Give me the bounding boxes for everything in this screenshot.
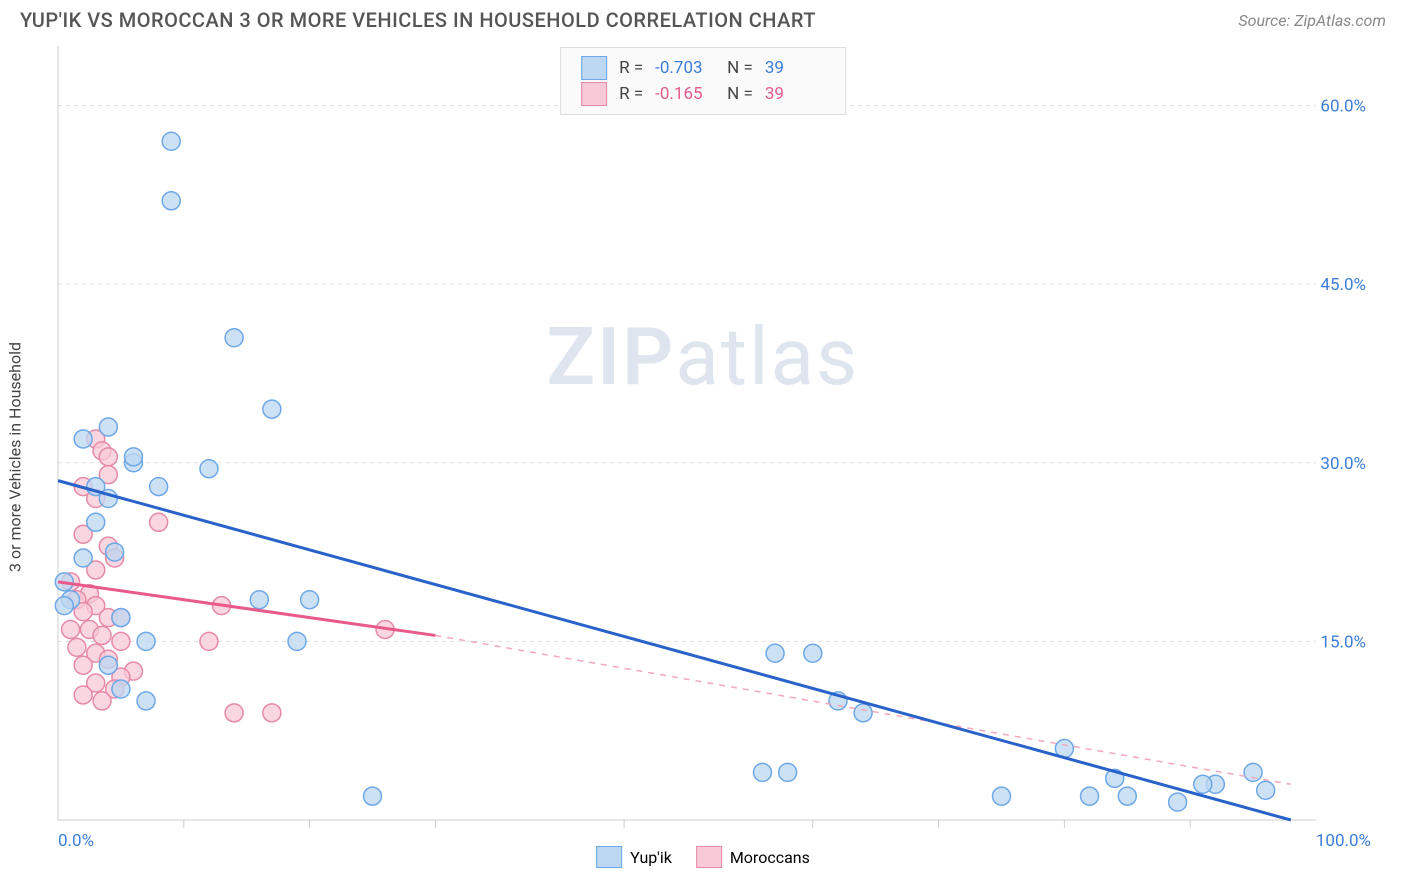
r-value: -0.165 — [655, 84, 715, 104]
stats-row: R = -0.703 N = 39 — [581, 56, 825, 80]
legend-item: Moroccans — [696, 846, 810, 868]
legend-swatch — [581, 56, 607, 80]
source-attribution: Source: ZipAtlas.com — [1238, 11, 1386, 30]
svg-text:30.0%: 30.0% — [1320, 454, 1366, 474]
n-value: 39 — [765, 84, 825, 104]
n-label: N = — [727, 58, 753, 78]
r-label: R = — [619, 58, 643, 78]
r-label: R = — [619, 84, 643, 104]
chart-title: YUP'IK VS MOROCCAN 3 OR MORE VEHICLES IN… — [20, 8, 816, 32]
r-value: -0.703 — [655, 58, 715, 78]
chart-container: 3 or more Vehicles in Household ZIPatlas… — [20, 42, 1386, 872]
legend-swatch — [596, 846, 622, 868]
svg-text:15.0%: 15.0% — [1320, 632, 1366, 652]
legend-item: Yup'ik — [596, 846, 672, 868]
legend-swatch — [581, 82, 607, 106]
legend-label: Yup'ik — [630, 848, 672, 867]
y-axis-label: 3 or more Vehicles in Household — [6, 342, 25, 572]
legend-swatch — [696, 846, 722, 868]
n-label: N = — [727, 84, 753, 104]
svg-text:0.0%: 0.0% — [58, 831, 94, 851]
svg-text:100.0%: 100.0% — [1316, 831, 1371, 851]
svg-text:45.0%: 45.0% — [1320, 275, 1366, 295]
stats-legend: R = -0.703 N = 39 R = -0.165 N = 39 — [560, 47, 846, 115]
series-legend: Yup'ik Moroccans — [596, 846, 810, 868]
n-value: 39 — [765, 58, 825, 78]
svg-text:60.0%: 60.0% — [1320, 97, 1366, 117]
legend-label: Moroccans — [730, 848, 810, 867]
stats-row: R = -0.165 N = 39 — [581, 82, 825, 106]
scatter-chart: 15.0% 30.0% 45.0% 60.0% 0.0% 100.0% — [20, 42, 1386, 872]
